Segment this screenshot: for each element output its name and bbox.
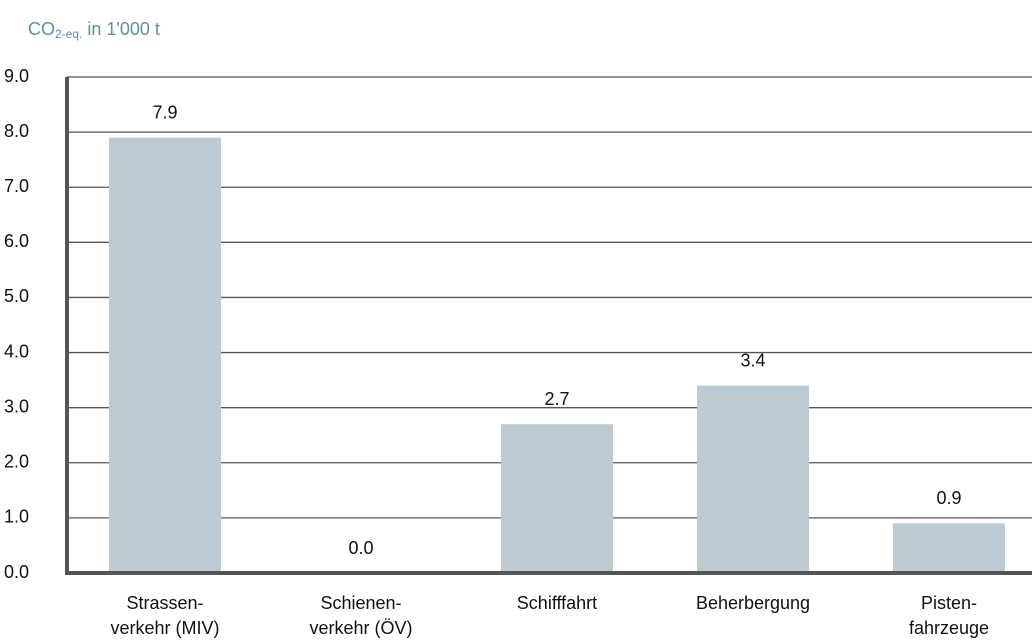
x-tick-label: Strassen- [126, 593, 203, 613]
value-label: 0.9 [936, 488, 961, 508]
y-tick-label: 6.0 [4, 231, 29, 251]
y-axis-label: CO2-eq. in 1'000 t [28, 19, 160, 41]
value-label: 7.9 [152, 102, 177, 122]
y-label-sub: 2-eq. [55, 27, 82, 41]
x-tick-label: Schifffahrt [517, 593, 597, 613]
y-label-rest: in 1'000 t [82, 19, 160, 39]
value-label: 3.4 [740, 350, 765, 370]
x-tick-label: verkehr (MIV) [110, 618, 219, 638]
x-tick-label: Beherbergung [696, 593, 810, 613]
bar [109, 137, 221, 573]
y-tick-label: 2.0 [4, 452, 29, 472]
x-tick-label: Pisten- [921, 593, 977, 613]
y-label-main: CO [28, 19, 55, 39]
y-tick-label: 1.0 [4, 507, 29, 527]
bar [893, 523, 1005, 573]
y-tick-label: 3.0 [4, 396, 29, 416]
value-label: 2.7 [544, 389, 569, 409]
y-tick-label: 8.0 [4, 121, 29, 141]
y-tick-label: 9.0 [4, 66, 29, 86]
y-tick-label: 0.0 [4, 562, 29, 582]
x-tick-label: verkehr (ÖV) [309, 618, 412, 638]
y-tick-label: 5.0 [4, 286, 29, 306]
x-tick-label: fahrzeuge [909, 618, 989, 638]
x-tick-label: Schienen- [320, 593, 401, 613]
value-label: 0.0 [348, 538, 373, 558]
y-tick-label: 4.0 [4, 341, 29, 361]
y-tick-label: 7.0 [4, 176, 29, 196]
bar [697, 385, 809, 573]
bar [501, 424, 613, 573]
